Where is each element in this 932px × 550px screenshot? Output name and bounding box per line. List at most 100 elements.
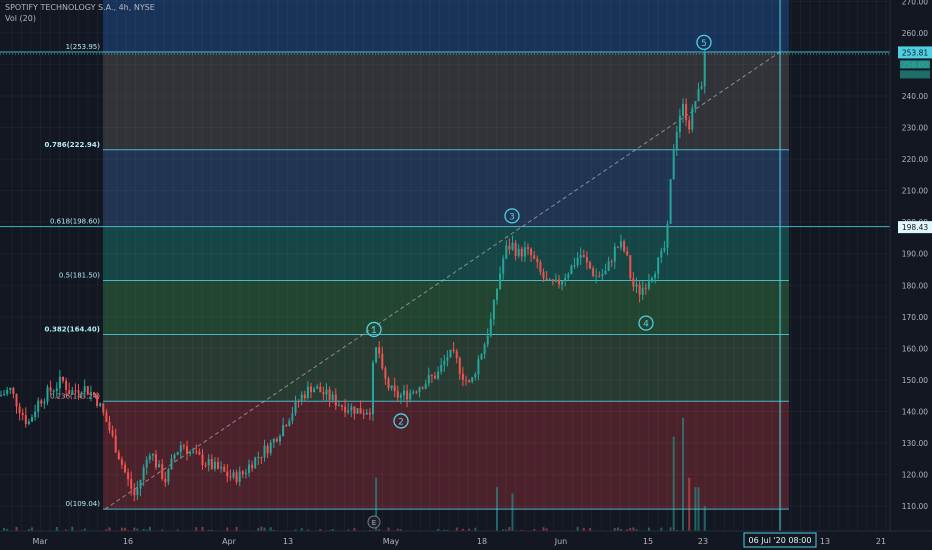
volume-bar	[582, 527, 585, 531]
volume-bar	[353, 528, 356, 531]
fib-level-label: 0.618(198.60)	[50, 218, 100, 226]
wave-label-text: 2	[398, 417, 404, 427]
trend-line[interactable]	[104, 0, 781, 531]
price-tick-label: 160.00	[902, 344, 928, 353]
volume-bar	[136, 528, 139, 531]
candle-body	[226, 471, 229, 477]
volume-bar	[443, 529, 446, 531]
volume-bar	[80, 529, 83, 531]
fib-level-label: 0.382(164.40)	[44, 325, 100, 333]
candle-body	[235, 472, 238, 482]
candle-body	[589, 262, 591, 269]
candle-body	[620, 241, 622, 248]
volume-bar	[468, 528, 471, 531]
volume-bar	[347, 529, 350, 531]
volume-bar	[613, 527, 616, 531]
volume-bar	[145, 529, 148, 531]
time-tick-label: 18	[477, 537, 487, 546]
volume-bar	[378, 529, 381, 531]
time-axis-background	[0, 531, 932, 550]
candle-body	[465, 379, 467, 381]
price-axis[interactable]: 100.00110.00120.00130.00140.00150.00160.…	[889, 0, 932, 550]
candle-body	[610, 261, 613, 263]
time-axis[interactable]: Mar 16 Apr 13 May 18 Jun 15 23 13 21 06 Jul '20 08:…	[0, 530, 932, 550]
candle-body	[427, 375, 430, 384]
candle-body	[641, 287, 644, 295]
fib-zone	[103, 334, 789, 402]
candle-body	[83, 386, 86, 393]
candle-body	[6, 390, 9, 394]
candle-body	[96, 395, 99, 406]
candle-body	[58, 376, 61, 389]
candle-body	[455, 351, 458, 359]
candle-body	[657, 257, 660, 274]
candle-body	[647, 281, 650, 289]
earnings-event-label: E	[372, 519, 376, 527]
candle-body	[133, 488, 136, 496]
fib-levels[interactable]: 1(253.95) 0.786(222.94) 0.618(198.60) 0.5(1…	[0, 43, 890, 510]
candle-body	[682, 103, 684, 116]
candle-body	[480, 354, 483, 360]
candle-body	[285, 425, 288, 427]
fib-zone	[103, 280, 789, 335]
candle-body	[672, 150, 675, 180]
candle-body	[244, 472, 247, 475]
candle-body	[34, 411, 37, 418]
volume-bar	[387, 527, 390, 531]
candle-body	[55, 388, 58, 392]
candle-body	[675, 131, 678, 151]
candle-body	[359, 408, 362, 414]
volume-bar	[294, 529, 297, 531]
candle-body	[124, 464, 126, 473]
volume-bar	[148, 526, 151, 531]
candle-body	[130, 479, 133, 489]
candle-body	[269, 442, 272, 454]
candle-body	[223, 466, 226, 472]
candle-body	[176, 451, 179, 455]
candle-body	[514, 242, 517, 256]
candle-body	[263, 445, 266, 458]
candle-body	[158, 464, 161, 468]
elliott-wave-labels[interactable]: 1 2 3 4 5 E	[366, 34, 712, 529]
candle-body	[666, 223, 669, 248]
volume-bar	[260, 526, 263, 531]
candle-body	[477, 359, 480, 375]
candle-body	[651, 278, 653, 282]
candle-body	[697, 88, 700, 102]
volume-bar	[195, 527, 198, 531]
candle-body	[570, 265, 573, 275]
candle-body	[468, 380, 471, 382]
volume-bar	[71, 526, 74, 531]
candle-body	[192, 451, 195, 453]
candle-body	[161, 464, 164, 479]
volume-bar	[647, 527, 650, 531]
volume-bar	[306, 529, 309, 531]
volume-bar	[6, 529, 9, 531]
candle-body	[461, 373, 464, 380]
price-axis-background	[890, 0, 932, 550]
candle-body	[257, 456, 260, 458]
price-badge-text: 198.43	[902, 223, 928, 232]
volume-badge	[900, 70, 930, 79]
candle-body	[86, 386, 89, 395]
candle-body	[409, 392, 412, 400]
candle-body	[241, 471, 244, 475]
time-marker-text: 06 Jul '20 08:00	[749, 536, 812, 545]
time-marker-badge	[743, 532, 817, 548]
volume-bar	[520, 529, 523, 531]
volume-bar	[207, 529, 210, 531]
fib-level-label: 0.5(181.50)	[59, 272, 100, 280]
candle-body	[511, 242, 514, 250]
candle-body	[443, 360, 446, 365]
candle-body	[393, 385, 396, 392]
candle-body	[492, 299, 495, 320]
candle-body	[77, 390, 80, 393]
volume-bar	[660, 527, 663, 531]
price-tick-label: 220.00	[902, 155, 928, 164]
price-tick-label: 170.00	[902, 313, 928, 322]
candle-body	[213, 461, 216, 469]
volume-bar	[461, 528, 464, 531]
candle-body	[303, 394, 306, 399]
fib-level-label: 0.786(222.94)	[44, 141, 100, 149]
